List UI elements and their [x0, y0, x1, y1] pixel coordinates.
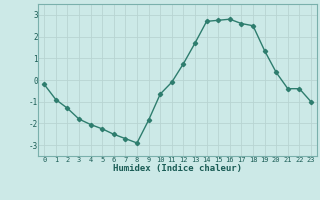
X-axis label: Humidex (Indice chaleur): Humidex (Indice chaleur)	[113, 164, 242, 173]
